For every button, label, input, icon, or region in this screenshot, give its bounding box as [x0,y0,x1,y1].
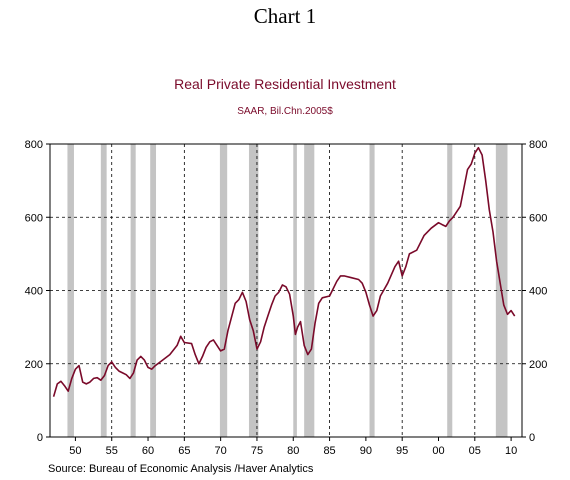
recession-band-7 [293,144,297,437]
y-tick-label-left: 200 [25,359,43,371]
recession-band-9 [369,144,375,437]
x-tick-label: 65 [178,445,190,457]
source-note: Source: Bureau of Economic Analysis /Hav… [48,463,314,475]
y-tick-label-left: 0 [37,432,43,444]
x-tick-label: 80 [287,445,299,457]
grid-lines [50,144,522,437]
y-tick-label-left: 800 [25,139,43,151]
series-line-1 [52,146,516,397]
y-tick-label-right: 400 [529,286,547,298]
x-tick-label: 90 [360,445,372,457]
y-tick-label-right: 200 [529,359,547,371]
y-tick-label-left: 600 [25,212,43,224]
recession-band-2 [100,144,107,437]
recession-band-3 [130,144,136,437]
x-tick-label: 60 [142,445,154,457]
chart-title: Real Private Residential Investment [174,76,396,92]
y-tick-label-left: 400 [25,286,43,298]
recession-band-5 [219,144,228,437]
y-tick-label-right: 600 [529,212,547,224]
x-tick-label: 10 [505,445,517,457]
x-tick-label: 00 [432,445,444,457]
series-line-layer [52,146,516,397]
y-tick-label-right: 800 [529,139,547,151]
recession-band-6 [248,144,259,437]
x-tick-label: 75 [251,445,263,457]
x-tick-label: 05 [469,445,481,457]
chart-subtitle: SAAR, Bil.Chn.2005$ [237,106,333,117]
x-tick-label: 55 [106,445,118,457]
page-title: Chart 1 [253,4,317,28]
x-tick-label: 50 [69,445,81,457]
y-tick-label-right: 0 [529,432,535,444]
recession-band-10 [447,144,453,437]
x-tick-label: 85 [323,445,335,457]
x-tick-label: 70 [215,445,227,457]
x-tick-label: 95 [396,445,408,457]
